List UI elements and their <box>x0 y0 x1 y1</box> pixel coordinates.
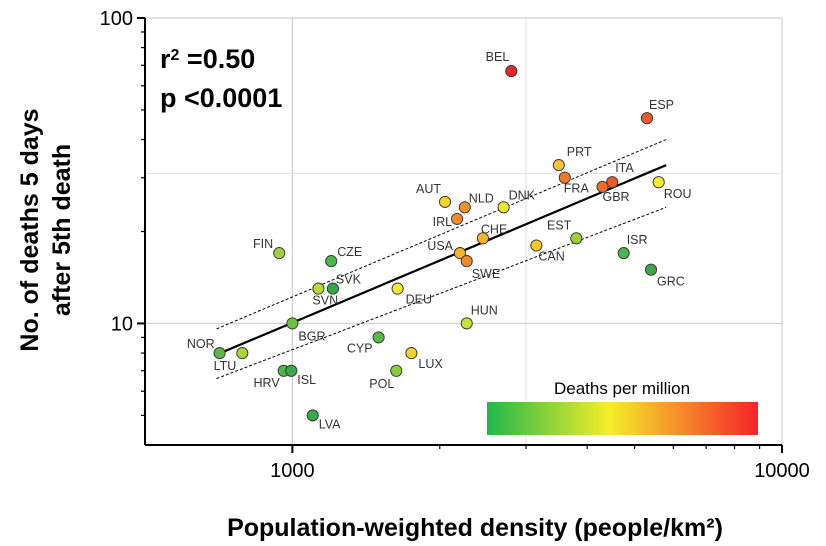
point-ita <box>606 176 619 189</box>
point-hun <box>460 317 473 330</box>
point-label-ita: ITA <box>615 161 634 175</box>
confidence-band-upper <box>216 139 667 330</box>
tick-labels: 1000 10000 10 100 <box>100 8 810 482</box>
y-axis-title-line-1: No. of deaths 5 days <box>16 108 44 351</box>
r2-exponent: 2 <box>171 47 180 64</box>
point-svk <box>326 282 339 295</box>
r2-prefix: r <box>160 44 171 74</box>
point-cze <box>325 255 338 268</box>
point-label-esp: ESP <box>649 98 674 112</box>
point-deu <box>391 282 404 295</box>
x-tick-label: 1000 <box>270 460 315 482</box>
fit-lines <box>216 139 667 380</box>
point-lux <box>405 347 418 360</box>
p-value-annotation: p <0.0001 <box>160 83 282 113</box>
point-bgr <box>286 317 299 330</box>
point-isr <box>617 247 630 260</box>
point-label-rou: ROU <box>664 187 692 201</box>
point-fra <box>558 171 571 184</box>
point-lva <box>306 409 319 422</box>
point-label-isr: ISR <box>627 233 648 247</box>
point-label-hun: HUN <box>471 303 498 317</box>
point-label-dnk: DNK <box>509 188 536 202</box>
point-label-svk: SVK <box>336 273 362 287</box>
point-esp <box>640 112 654 125</box>
point-isl <box>285 364 298 377</box>
regression-line <box>216 164 667 356</box>
point-prt <box>552 159 565 172</box>
point-label-est: EST <box>547 218 572 232</box>
point-label-nor: NOR <box>187 337 215 351</box>
point-grc <box>644 263 658 276</box>
point-ltu <box>236 347 249 360</box>
point-label-svn: SVN <box>312 294 338 308</box>
point-label-lux: LUX <box>418 357 443 371</box>
colorbar: Deaths per million <box>487 379 758 435</box>
point-svn <box>312 282 325 295</box>
tick-marks <box>137 17 783 453</box>
point-label-ltu: LTU <box>214 359 237 373</box>
point-label-fra: FRA <box>564 182 590 196</box>
point-label-bgr: BGR <box>298 329 325 343</box>
point-label-usa: USA <box>427 239 453 253</box>
r2-value: =0.50 <box>179 44 255 74</box>
point-label-hrv: HRV <box>254 376 281 390</box>
point-pol <box>390 364 403 377</box>
x-axis-title: Population-weighted density (people/km²) <box>227 514 723 542</box>
point-rou <box>652 176 665 189</box>
point-label-bel: BEL <box>486 50 510 64</box>
point-cyp <box>372 331 385 344</box>
point-label-cyp: CYP <box>347 341 373 355</box>
x-tick-label: 10000 <box>754 460 810 482</box>
point-label-che: CHE <box>481 222 507 236</box>
stat-annotations: r2 =0.50 p <0.0001 <box>160 44 282 113</box>
point-fin <box>273 247 286 260</box>
point-dnk <box>497 201 510 214</box>
point-label-pol: POL <box>369 377 394 391</box>
point-can <box>530 239 543 252</box>
point-gbr <box>596 180 609 193</box>
colorbar-title: Deaths per million <box>554 379 690 398</box>
y-tick-label: 10 <box>111 313 133 335</box>
point-label-can: CAN <box>538 250 564 264</box>
data-points: BEL ESP PRT ITA FRA GBR ROU AUT NLD DNK IRL CHE USA S… <box>187 50 692 431</box>
point-swe <box>460 255 473 268</box>
point-label-grc: GRC <box>657 275 685 289</box>
point-label-fin: FIN <box>253 237 273 251</box>
point-label-deu: DEU <box>406 293 432 307</box>
y-tick-label: 100 <box>100 8 133 30</box>
point-usa <box>453 247 467 260</box>
point-label-irl: IRL <box>433 215 453 229</box>
point-label-nld: NLD <box>469 191 494 205</box>
point-label-lva: LVA <box>319 417 341 431</box>
colorbar-rect <box>487 402 758 435</box>
confidence-band-lower <box>216 206 667 380</box>
point-irl <box>451 212 464 225</box>
point-bel <box>505 65 518 78</box>
y-axis-title: No. of deaths 5 days after 5th death <box>16 108 76 351</box>
point-che <box>476 232 489 245</box>
point-label-aut: AUT <box>416 182 441 196</box>
point-label-cze: CZE <box>337 245 362 259</box>
point-label-swe: SWE <box>472 267 500 281</box>
point-est <box>570 232 583 245</box>
point-label-gbr: GBR <box>603 190 630 204</box>
y-axis-title-line-2: after 5th death <box>48 144 76 316</box>
point-nld <box>458 201 471 214</box>
r-squared-annotation: r2 =0.50 <box>160 44 255 74</box>
point-aut <box>438 195 452 208</box>
point-nor <box>213 347 226 360</box>
point-label-prt: PRT <box>567 145 592 159</box>
point-label-isl: ISL <box>297 373 316 387</box>
